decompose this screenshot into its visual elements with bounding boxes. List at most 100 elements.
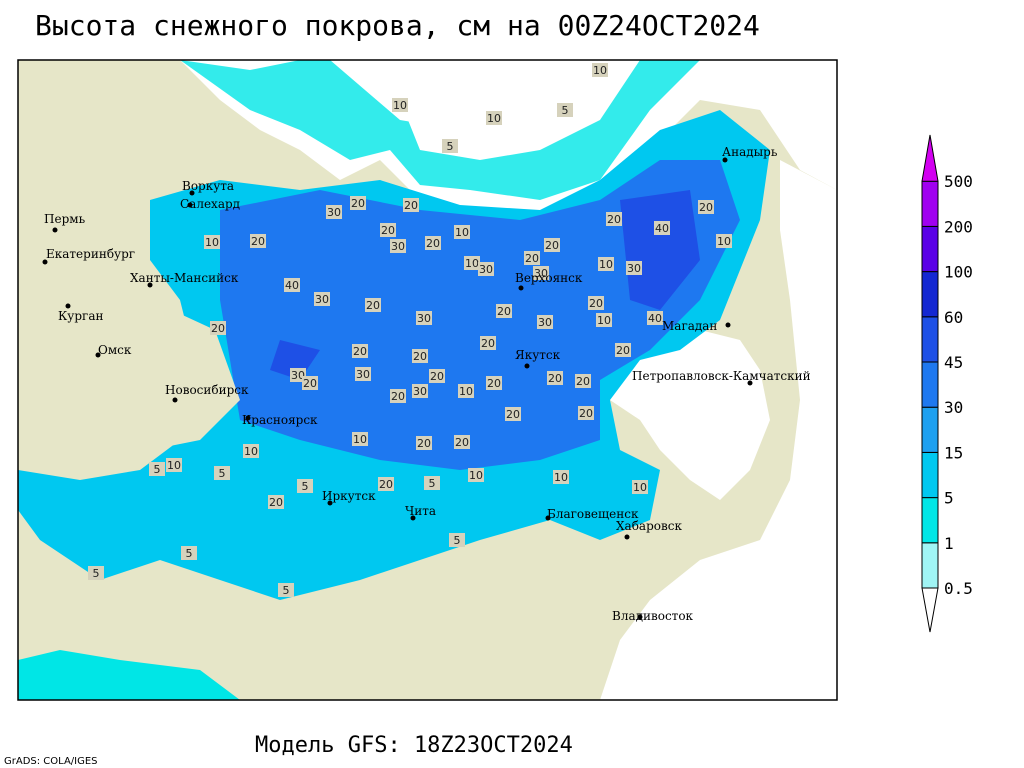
contour-label-bg bbox=[429, 369, 445, 383]
contour-label-bg bbox=[716, 234, 732, 248]
contour-label-bg bbox=[355, 367, 371, 381]
contour-label-bg bbox=[352, 432, 368, 446]
city-label: Воркута bbox=[182, 179, 234, 193]
contour-label: 30 bbox=[315, 293, 329, 306]
city-label: Пермь bbox=[44, 212, 86, 226]
city-dot bbox=[545, 515, 551, 521]
legend-label: 30 bbox=[944, 398, 963, 417]
city-dot bbox=[189, 190, 195, 196]
contour-label-bg bbox=[626, 261, 642, 275]
city-dot bbox=[95, 352, 101, 358]
contour-label: 20 bbox=[497, 305, 511, 318]
contour-label: 30 bbox=[534, 267, 548, 280]
legend-label: 100 bbox=[944, 263, 973, 282]
contour-label-bg bbox=[302, 376, 318, 390]
contour-label: 10 bbox=[554, 471, 568, 484]
contour-label-bg bbox=[326, 205, 342, 219]
legend-box bbox=[921, 316, 939, 363]
contour-label-bg bbox=[632, 480, 648, 494]
contour-label-bg bbox=[524, 251, 540, 265]
contour-label-bg bbox=[403, 198, 419, 212]
city-label: Красноярск bbox=[242, 413, 318, 427]
contour-label: 30 bbox=[327, 206, 341, 219]
contour-label-bg bbox=[214, 466, 230, 480]
contour-label-bg bbox=[537, 315, 553, 329]
contour-label: 40 bbox=[655, 222, 669, 235]
contour-label-bg bbox=[149, 462, 165, 476]
contour-label-bg bbox=[425, 236, 441, 250]
city-label: Благовещенск bbox=[547, 507, 639, 521]
contour-label-bg bbox=[416, 436, 432, 450]
contour-label: 5 bbox=[454, 534, 461, 547]
legend-box bbox=[921, 225, 939, 273]
city-label: Хабаровск bbox=[616, 519, 682, 533]
legend-label: 500 bbox=[944, 172, 973, 191]
city-dot bbox=[524, 363, 530, 369]
city-label: Магадан bbox=[662, 319, 717, 333]
footer: Модель GFS: 18Z23OCT2024 bbox=[255, 733, 573, 758]
contour-label-bg bbox=[449, 533, 465, 547]
city-label: Ханты-Мансийск bbox=[130, 271, 239, 285]
city-label: Анадырь bbox=[722, 145, 778, 159]
contour-label: 20 bbox=[366, 299, 380, 312]
legend-label: 45 bbox=[944, 353, 963, 372]
contour-label-bg bbox=[553, 470, 569, 484]
contour-label-bg bbox=[166, 458, 182, 472]
contour-label: 10 bbox=[599, 258, 613, 271]
contour-label: 20 bbox=[481, 337, 495, 350]
contour-label-bg bbox=[390, 239, 406, 253]
city-dot bbox=[147, 282, 153, 288]
city-dot bbox=[410, 515, 416, 521]
contour-label-bg bbox=[592, 63, 608, 77]
legend-box bbox=[921, 497, 939, 544]
contour-label-bg bbox=[533, 266, 549, 280]
city-dot bbox=[624, 534, 630, 540]
contour-label-bg bbox=[278, 583, 294, 597]
contour-label: 20 bbox=[579, 407, 593, 420]
contour-label-bg bbox=[380, 223, 396, 237]
city-label: Курган bbox=[58, 309, 103, 323]
contour-label: 20 bbox=[351, 197, 365, 210]
city-label: Омск bbox=[98, 343, 132, 357]
contour-label: 20 bbox=[487, 377, 501, 390]
contour-label-bg bbox=[547, 371, 563, 385]
legend-label: 200 bbox=[944, 217, 973, 236]
title: Высота снежного покрова, см на 00Z24OCT2… bbox=[35, 9, 760, 42]
contour-label-bg bbox=[412, 349, 428, 363]
legend-label: 60 bbox=[944, 308, 963, 327]
contour-label: 5 bbox=[429, 477, 436, 490]
contour-label-bg bbox=[578, 406, 594, 420]
contour-label-bg bbox=[424, 476, 440, 490]
contour-label: 5 bbox=[447, 140, 454, 153]
contour-label-bg bbox=[598, 257, 614, 271]
legend-label: 15 bbox=[944, 443, 963, 462]
contour-label: 20 bbox=[506, 408, 520, 421]
contour-label-bg bbox=[468, 468, 484, 482]
contour-label: 40 bbox=[648, 312, 662, 325]
contour-label-bg bbox=[606, 212, 622, 226]
legend-label: 0.5 bbox=[944, 579, 973, 598]
contour-label: 20 bbox=[211, 322, 225, 335]
contour-label: 20 bbox=[353, 345, 367, 358]
contour-label-bg bbox=[575, 374, 591, 388]
contour-label: 10 bbox=[487, 112, 501, 125]
contour-label-bg bbox=[284, 278, 300, 292]
contour-label-bg bbox=[496, 304, 512, 318]
city-label: Петропавловск-Камчатский bbox=[632, 369, 811, 383]
contour-label: 20 bbox=[525, 252, 539, 265]
contour-label: 20 bbox=[589, 297, 603, 310]
contour-label: 10 bbox=[459, 385, 473, 398]
contour-label: 5 bbox=[283, 584, 290, 597]
city-label: Салехард bbox=[180, 197, 240, 211]
contour-label-bg bbox=[698, 200, 714, 214]
contour-label: 20 bbox=[455, 436, 469, 449]
contour-label: 10 bbox=[717, 235, 731, 248]
legend-box bbox=[921, 406, 939, 453]
city-label: Владивосток bbox=[612, 609, 694, 623]
contour-label-bg bbox=[390, 389, 406, 403]
contour-label-bg bbox=[486, 111, 502, 125]
city-label: Иркутск bbox=[322, 489, 376, 503]
contour-label-bg bbox=[243, 444, 259, 458]
contour-label: 30 bbox=[417, 312, 431, 325]
